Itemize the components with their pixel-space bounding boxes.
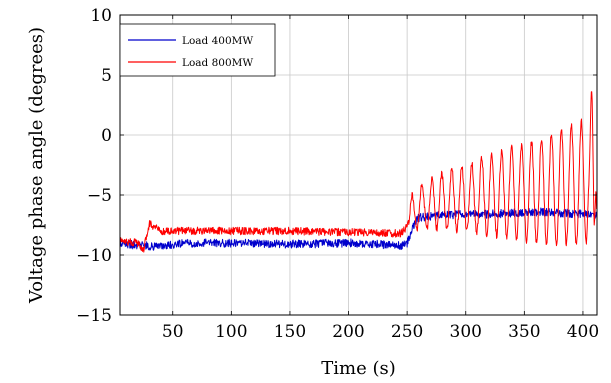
x-tick-label: 200 bbox=[332, 322, 364, 342]
x-tick-label: 250 bbox=[391, 322, 423, 342]
y-tick-label: 0 bbox=[101, 126, 112, 146]
legend: Load 400MW Load 800MW bbox=[119, 23, 276, 77]
x-tick-label: 300 bbox=[450, 322, 482, 342]
legend-box bbox=[119, 23, 276, 77]
y-tick-label: −5 bbox=[87, 186, 112, 206]
series-layer bbox=[119, 91, 598, 253]
y-axis-title: Voltage phase angle (degrees) bbox=[26, 27, 47, 304]
x-tick-label: 50 bbox=[162, 322, 184, 342]
x-tick-label: 150 bbox=[274, 322, 306, 342]
y-tick-label: −15 bbox=[76, 306, 112, 326]
x-tick-label: 350 bbox=[508, 322, 540, 342]
plot-frame bbox=[119, 14, 598, 316]
series-line-load-800mw bbox=[119, 91, 598, 253]
y-tick-label: −10 bbox=[76, 246, 112, 266]
y-tick-label: 10 bbox=[90, 6, 112, 26]
x-axis-title: Time (s) bbox=[321, 358, 396, 379]
series-line-load-400mw bbox=[119, 207, 597, 251]
y-tick-label: 5 bbox=[101, 66, 112, 86]
x-tick-label: 100 bbox=[215, 322, 247, 342]
x-tick-label: 400 bbox=[567, 322, 599, 342]
ticks: 50 100 150 200 250 300 350 400 −15 −10 −5 0 5 10 bbox=[76, 6, 599, 342]
legend-label-load-400mw: Load 400MW bbox=[182, 35, 253, 47]
legend-label-load-800mw: Load 800MW bbox=[182, 57, 253, 69]
